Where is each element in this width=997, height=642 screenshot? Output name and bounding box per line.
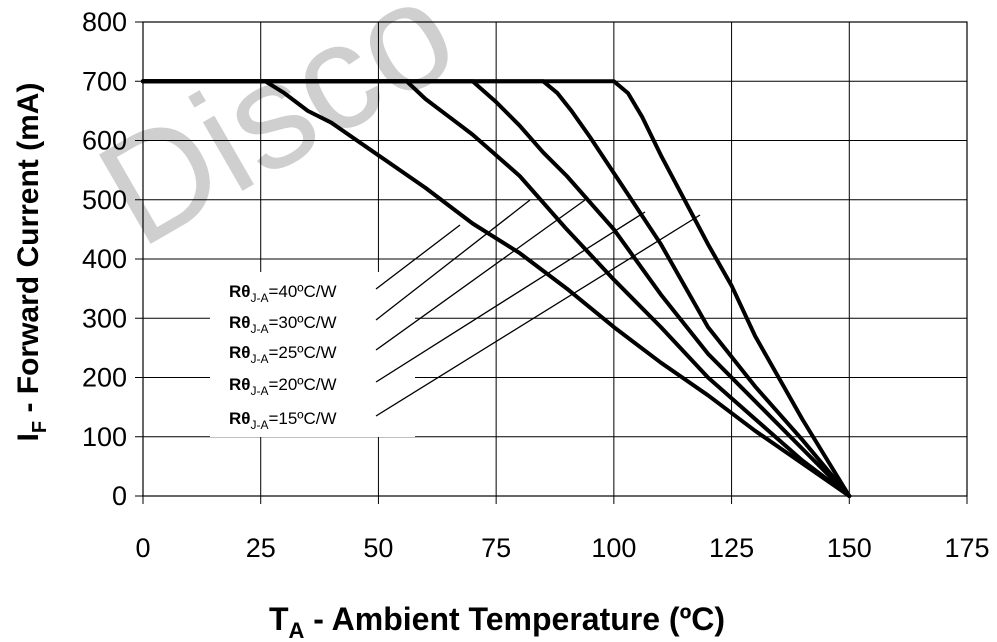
x-tick-label: 150 [827, 533, 872, 563]
series-label-2: RθJ-A=30ºC/W [229, 313, 337, 336]
watermark-text: Disco [72, 0, 481, 278]
y-tick-label: 200 [82, 363, 127, 393]
y-tick-label: 300 [82, 303, 127, 333]
x-tick-label: 175 [944, 533, 989, 563]
y-axis-label: IF - Forward Current (mA) [12, 83, 51, 442]
leader-line-1 [375, 224, 461, 290]
series-label-3: RθJ-A=25ºC/W [229, 343, 337, 366]
x-tick-label: 50 [363, 533, 393, 563]
x-tick-label: 100 [591, 533, 636, 563]
leader-line-3 [375, 199, 586, 351]
y-tick-label: 500 [82, 185, 127, 215]
series-line-1 [141, 79, 852, 498]
leader-line-2 [375, 199, 531, 321]
series-label-5: RθJ-A=15ºC/W [229, 409, 337, 432]
series-line-5 [141, 79, 852, 498]
y-tick-label: 0 [112, 481, 127, 511]
annotation-box [210, 272, 415, 437]
x-tick-label: 0 [135, 533, 150, 563]
annotation-group: RθJ-A=40ºC/W RθJ-A=30ºC/W RθJ-A=25ºC/W RθJ-… [210, 199, 701, 437]
series-line-4 [141, 79, 852, 498]
series-line-3 [141, 79, 852, 498]
plot-frame [142, 21, 968, 497]
axes [135, 21, 968, 504]
grid [142, 21, 968, 497]
x-axis-label: TA - Ambient Temperature (ºC) [269, 601, 725, 642]
leader-line-5 [375, 214, 701, 417]
tick-labels: 0 100 200 300 400 500 600 700 800 0 25 50 75 100 125 15… [82, 7, 990, 563]
y-tick-label: 100 [82, 422, 127, 452]
x-tick-label: 75 [481, 533, 511, 563]
series-group [141, 79, 852, 498]
series-label-4: RθJ-A=20ºC/W [229, 375, 337, 398]
y-tick-label: 600 [82, 126, 127, 156]
y-tick-label: 700 [82, 66, 127, 96]
leader-line-4 [375, 211, 646, 383]
x-tick-label: 25 [246, 533, 276, 563]
series-line-2 [141, 79, 852, 498]
x-tick-label: 125 [709, 533, 754, 563]
series-label-1: RθJ-A=40ºC/W [229, 282, 337, 305]
y-tick-label: 400 [82, 244, 127, 274]
y-tick-label: 800 [82, 7, 127, 37]
